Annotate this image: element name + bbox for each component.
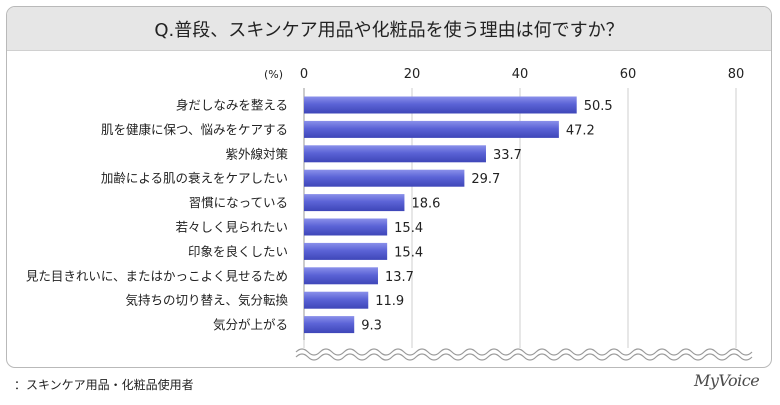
x-tick-label: 20 (404, 67, 421, 82)
x-tick-label: 80 (728, 67, 745, 82)
value-label: 11.9 (375, 294, 404, 309)
value-label: 33.7 (493, 148, 522, 163)
value-label: 15.4 (394, 221, 423, 236)
value-label: 50.5 (584, 99, 613, 114)
axis-break-line (295, 353, 753, 361)
category-label: 若々しく見られたい (175, 220, 288, 235)
category-label: 気持ちの切り替え、気分転換 (125, 293, 288, 308)
bar (304, 120, 559, 138)
x-tick-label: 60 (620, 67, 637, 82)
category-label: 気分が上がる (213, 317, 288, 332)
chart-title: Q.普段、スキンケア用品や化粧品を使う理由は何ですか？ (7, 7, 771, 51)
bar (304, 316, 355, 334)
brand-logo: MyVoice (694, 371, 760, 390)
x-tick-label: 0 (300, 67, 308, 82)
category-label: 印象を良くしたい (188, 244, 288, 259)
bar (304, 96, 577, 114)
bar (304, 291, 369, 309)
value-label: 15.4 (394, 245, 423, 260)
chart-frame (6, 6, 772, 368)
bar (304, 242, 388, 260)
category-label: 見た目きれいに、またはかっこよく見せるため (26, 268, 288, 283)
value-label: 9.3 (361, 319, 382, 334)
axis-break-line (295, 348, 753, 356)
value-label: 18.6 (411, 197, 440, 212)
bar (304, 194, 405, 212)
value-label: 29.7 (471, 172, 500, 187)
category-label: 習慣になっている (189, 195, 288, 210)
bar (304, 145, 486, 163)
category-label: 加齢による肌の衰えをケアしたい (101, 171, 288, 186)
x-tick-label: 40 (512, 67, 529, 82)
category-label: 身だしなみを整える (176, 98, 288, 113)
bar (304, 218, 388, 236)
category-label: 紫外線対策 (225, 146, 288, 161)
unit-label: (%) (264, 68, 283, 81)
bar (304, 267, 378, 285)
bar (304, 169, 465, 187)
value-label: 47.2 (566, 123, 595, 138)
category-label: 肌を健康に保つ、悩みをケアする (101, 122, 288, 137)
footnote: ：スキンケア用品・化粧品使用者 (14, 378, 194, 392)
value-label: 13.7 (385, 270, 414, 285)
